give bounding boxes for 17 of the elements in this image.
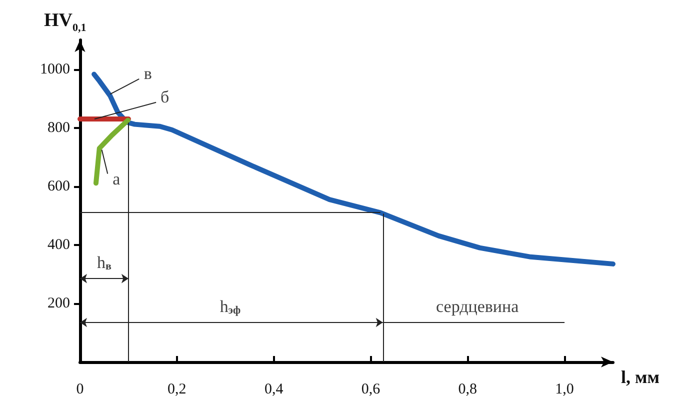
y-tick-label: 600	[48, 178, 70, 194]
x-tick-label: 0	[76, 382, 84, 398]
y-tick-label: 200	[48, 295, 70, 312]
y-tick-label: 800	[48, 120, 70, 136]
x-axis-title: l, мм	[621, 367, 660, 387]
x-tick-label: 0,6	[361, 382, 381, 398]
annotation: а	[112, 170, 121, 189]
annotation: сердцевина	[436, 296, 520, 316]
x-tick-label: 0,4	[264, 382, 284, 398]
y-tick-label: 1000	[40, 61, 70, 78]
x-tick-label: 0,2	[168, 382, 186, 398]
y-axis-title: HV$_{0,1}$	[44, 10, 86, 34]
y-tick-label: 400	[48, 236, 70, 253]
annotation: в	[144, 64, 152, 84]
x-tick-label: 1,0	[555, 382, 574, 398]
x-tick-label: 0,8	[458, 382, 478, 398]
annotation: б	[160, 88, 170, 107]
